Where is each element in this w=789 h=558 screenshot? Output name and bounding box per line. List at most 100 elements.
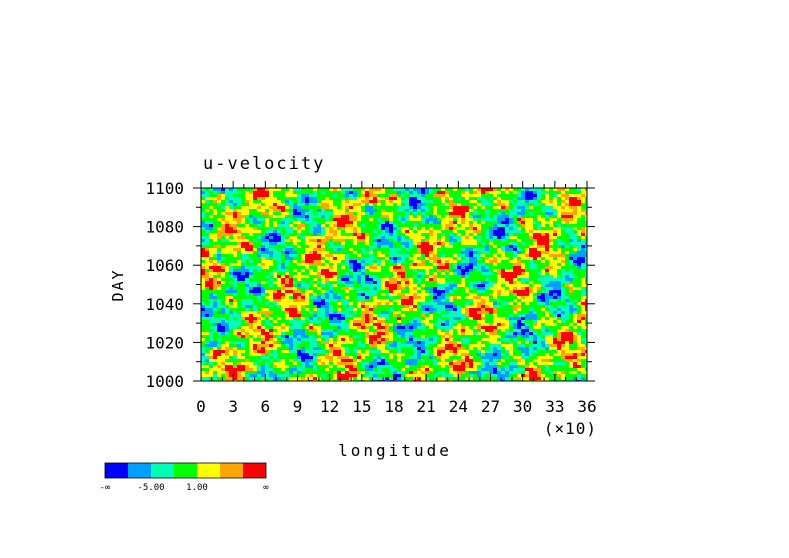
heat-cell	[221, 212, 225, 215]
heat-cell	[557, 236, 561, 239]
heat-cell	[265, 296, 269, 299]
heat-cell	[413, 287, 417, 290]
heat-cell	[421, 314, 425, 317]
heat-cell	[333, 236, 337, 239]
heat-cell	[437, 242, 441, 245]
heat-cell	[309, 284, 313, 287]
heat-cell	[553, 245, 557, 248]
heat-cell	[465, 233, 469, 236]
heat-cell	[549, 302, 553, 305]
heat-cell	[349, 326, 353, 329]
heat-cell	[385, 311, 389, 314]
heat-cell	[209, 224, 213, 227]
heat-cell	[273, 218, 277, 221]
heat-cell	[345, 248, 349, 251]
heat-cell	[345, 302, 349, 305]
heat-cell	[569, 254, 573, 257]
heat-cell	[425, 197, 429, 200]
heat-cell	[425, 281, 429, 284]
heat-cell	[385, 269, 389, 272]
heat-cell	[365, 293, 369, 296]
heat-cell	[393, 251, 397, 254]
heat-cell	[213, 302, 217, 305]
heat-cell	[565, 278, 569, 281]
heat-cell	[353, 278, 357, 281]
heat-cell	[457, 212, 461, 215]
heat-cell	[545, 263, 549, 266]
heat-cell	[213, 323, 217, 326]
heat-cell	[261, 311, 265, 314]
heat-cell	[553, 257, 557, 260]
heat-cell	[289, 236, 293, 239]
heat-cell	[445, 236, 449, 239]
heat-cell	[237, 296, 241, 299]
heat-cell	[273, 191, 277, 194]
heat-cell	[581, 239, 585, 242]
heat-cell	[341, 314, 345, 317]
heat-cell	[573, 263, 577, 266]
heat-cell	[237, 218, 241, 221]
heat-cell	[317, 242, 321, 245]
heat-cell	[413, 209, 417, 212]
heat-cell	[389, 266, 393, 269]
heat-cell	[573, 230, 577, 233]
heat-cell	[201, 317, 205, 320]
heat-cell	[449, 299, 453, 302]
heat-cell	[545, 299, 549, 302]
heat-cell	[381, 251, 385, 254]
heat-cell	[537, 197, 541, 200]
heat-cell	[225, 302, 229, 305]
heat-cell	[293, 299, 297, 302]
heat-cell	[457, 233, 461, 236]
heat-cell	[213, 191, 217, 194]
heat-cell	[569, 326, 573, 329]
heat-cell	[201, 260, 205, 263]
heat-cell	[269, 254, 273, 257]
heat-cell	[413, 290, 417, 293]
heat-cell	[521, 275, 525, 278]
heat-cell	[449, 278, 453, 281]
heat-cell	[497, 197, 501, 200]
heat-cell	[281, 326, 285, 329]
heat-cell	[301, 290, 305, 293]
heat-cell	[561, 335, 565, 338]
heat-cell	[261, 188, 265, 191]
heat-cell	[573, 188, 577, 191]
heat-cell	[357, 284, 361, 287]
heat-cell	[277, 248, 281, 251]
heat-cell	[237, 311, 241, 314]
heat-cell	[577, 197, 581, 200]
heat-cell	[277, 254, 281, 257]
heat-cell	[581, 314, 585, 317]
heat-cell	[385, 284, 389, 287]
heat-cell	[513, 275, 517, 278]
heat-cell	[537, 203, 541, 206]
heat-cell	[261, 233, 265, 236]
heat-cell	[453, 224, 457, 227]
heat-cell	[333, 230, 337, 233]
heat-cell	[209, 278, 213, 281]
heat-cell	[225, 236, 229, 239]
heat-cell	[481, 257, 485, 260]
heat-cell	[373, 257, 377, 260]
heat-cell	[529, 338, 533, 341]
heat-cell	[537, 278, 541, 281]
heat-cell	[573, 200, 577, 203]
heat-cell	[541, 224, 545, 227]
heat-cell	[221, 341, 225, 344]
heat-cell	[537, 260, 541, 263]
heat-cell	[501, 257, 505, 260]
heat-cell	[357, 230, 361, 233]
heat-cell	[301, 293, 305, 296]
heat-cell	[345, 254, 349, 257]
heat-cell	[241, 248, 245, 251]
heat-cell	[489, 221, 493, 224]
heat-cell	[297, 317, 301, 320]
heat-cell	[521, 260, 525, 263]
heat-cell	[317, 317, 321, 320]
heat-cell	[385, 308, 389, 311]
heat-cell	[389, 275, 393, 278]
heat-cell	[301, 239, 305, 242]
heat-cell	[265, 218, 269, 221]
heat-cell	[253, 245, 257, 248]
